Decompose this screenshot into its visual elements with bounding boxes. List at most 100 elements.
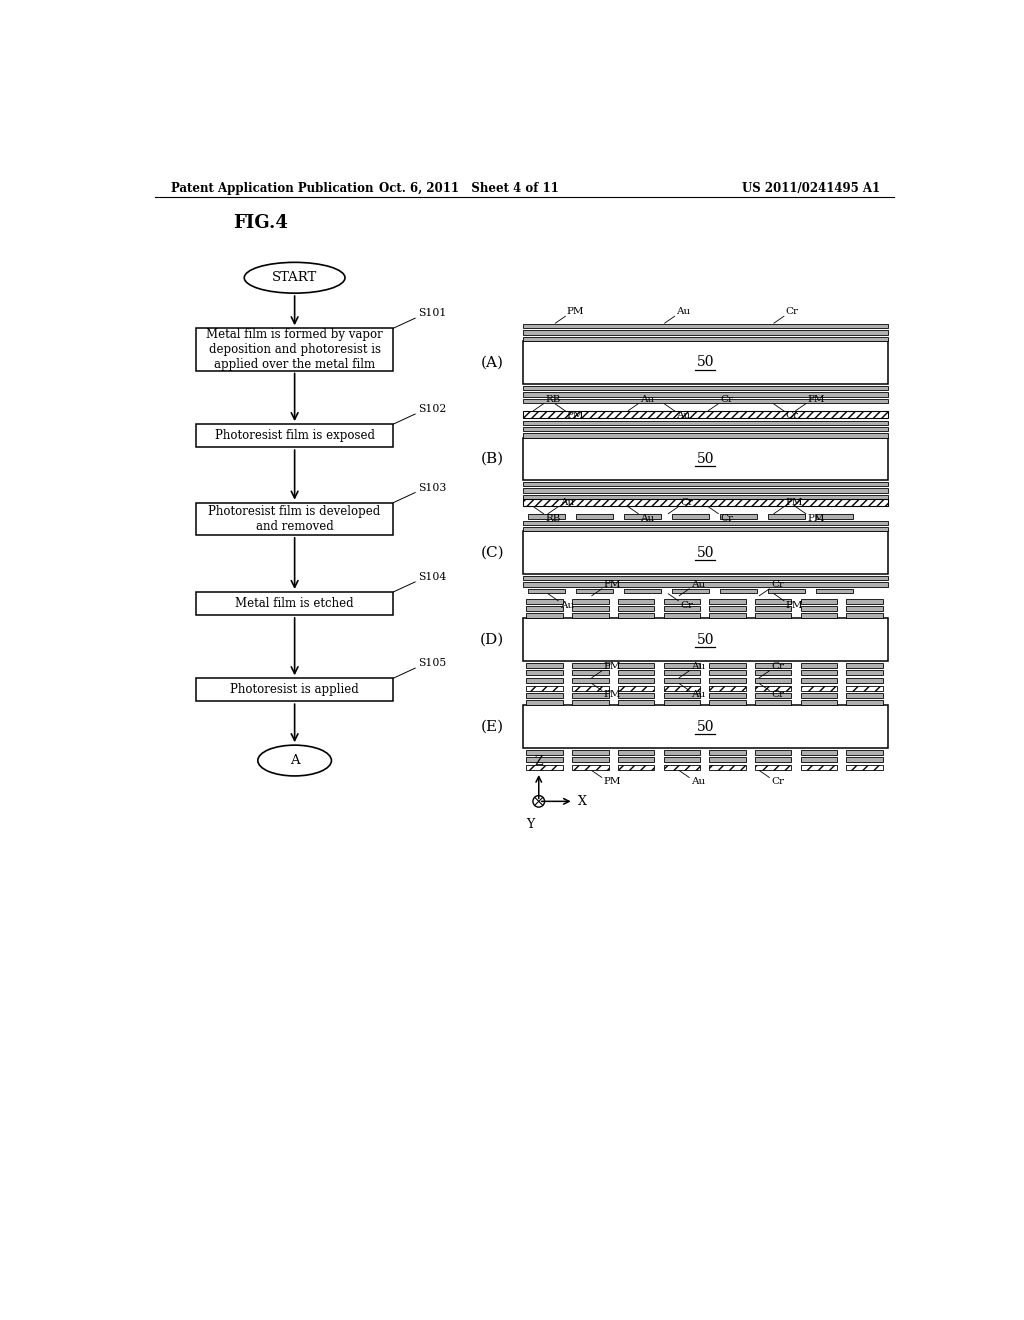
Bar [526, 701, 563, 705]
Bar [526, 750, 563, 755]
Bar [523, 385, 888, 391]
Bar [847, 750, 883, 755]
Bar [523, 426, 888, 432]
Bar [523, 705, 888, 748]
Text: PM: PM [785, 498, 803, 507]
Text: Patent Application Publication: Patent Application Publication [171, 182, 373, 194]
Bar [523, 619, 888, 661]
Text: RB: RB [545, 395, 560, 404]
Bar [617, 758, 654, 763]
Bar [523, 421, 888, 425]
Text: PM: PM [567, 308, 585, 317]
Bar [572, 606, 608, 611]
Text: S103: S103 [418, 483, 446, 492]
Bar [523, 532, 888, 574]
Text: PM: PM [603, 661, 621, 671]
Bar [196, 503, 393, 535]
Bar [526, 606, 563, 611]
Text: Au: Au [640, 395, 654, 404]
Bar [816, 589, 853, 593]
Bar [755, 671, 792, 676]
Bar [526, 671, 563, 676]
Ellipse shape [245, 263, 345, 293]
Bar [801, 758, 838, 763]
Bar [755, 686, 792, 690]
Bar [847, 614, 883, 619]
Text: Cr: Cr [771, 777, 784, 787]
Bar [710, 671, 745, 676]
Bar [755, 677, 792, 682]
Bar [710, 750, 745, 755]
Bar [617, 764, 654, 770]
Bar [572, 599, 608, 603]
Text: Oct. 6, 2011   Sheet 4 of 11: Oct. 6, 2011 Sheet 4 of 11 [379, 182, 559, 194]
Bar [664, 686, 700, 690]
Bar [617, 671, 654, 676]
Bar [664, 701, 700, 705]
Bar [617, 677, 654, 682]
Bar [755, 693, 792, 698]
Text: Cr: Cr [680, 601, 693, 610]
Text: Au: Au [560, 498, 573, 507]
Bar [755, 701, 792, 705]
Bar [196, 329, 393, 371]
Bar [755, 606, 792, 611]
Bar [664, 599, 700, 603]
Bar [523, 437, 888, 480]
Bar [617, 663, 654, 668]
Bar [617, 606, 654, 611]
Text: 50: 50 [696, 451, 714, 466]
Text: S102: S102 [418, 404, 446, 414]
Bar [755, 764, 792, 770]
Bar [617, 750, 654, 755]
Bar [523, 482, 888, 486]
Bar [847, 671, 883, 676]
Text: PM: PM [603, 690, 621, 700]
Bar [617, 701, 654, 705]
Text: (D): (D) [480, 632, 505, 647]
Text: Photoresist is applied: Photoresist is applied [230, 684, 359, 696]
Bar [672, 589, 710, 593]
Bar [847, 599, 883, 603]
Text: RB: RB [545, 513, 560, 523]
Text: PM: PM [567, 411, 585, 420]
Bar [523, 412, 888, 418]
Bar [710, 693, 745, 698]
Text: 50: 50 [696, 545, 714, 560]
Bar [801, 606, 838, 611]
Text: Metal film is etched: Metal film is etched [236, 597, 354, 610]
Bar [572, 693, 608, 698]
Bar [847, 693, 883, 698]
Bar [801, 599, 838, 603]
Text: Z: Z [535, 755, 543, 768]
Bar [847, 606, 883, 611]
Bar [710, 701, 745, 705]
Bar [196, 424, 393, 447]
Bar [523, 323, 888, 329]
Bar [526, 693, 563, 698]
Text: Y: Y [526, 818, 535, 832]
Bar [710, 677, 745, 682]
Bar [575, 589, 613, 593]
Bar [755, 663, 792, 668]
Text: X: X [578, 795, 587, 808]
Text: Cr: Cr [720, 513, 733, 523]
Text: 50: 50 [696, 632, 714, 647]
Bar [523, 499, 888, 506]
Text: (C): (C) [480, 545, 504, 560]
Text: A: A [290, 754, 299, 767]
Text: Au: Au [560, 601, 573, 610]
Text: Au: Au [676, 411, 690, 420]
Bar [710, 663, 745, 668]
Ellipse shape [258, 744, 332, 776]
Bar [624, 589, 662, 593]
Bar [523, 392, 888, 397]
Bar [523, 399, 888, 404]
Text: Cr: Cr [785, 308, 799, 317]
Text: Au: Au [676, 308, 690, 317]
Bar [572, 758, 608, 763]
Bar [526, 764, 563, 770]
Bar [523, 433, 888, 437]
Text: S101: S101 [418, 308, 446, 318]
Text: 50: 50 [696, 719, 714, 734]
